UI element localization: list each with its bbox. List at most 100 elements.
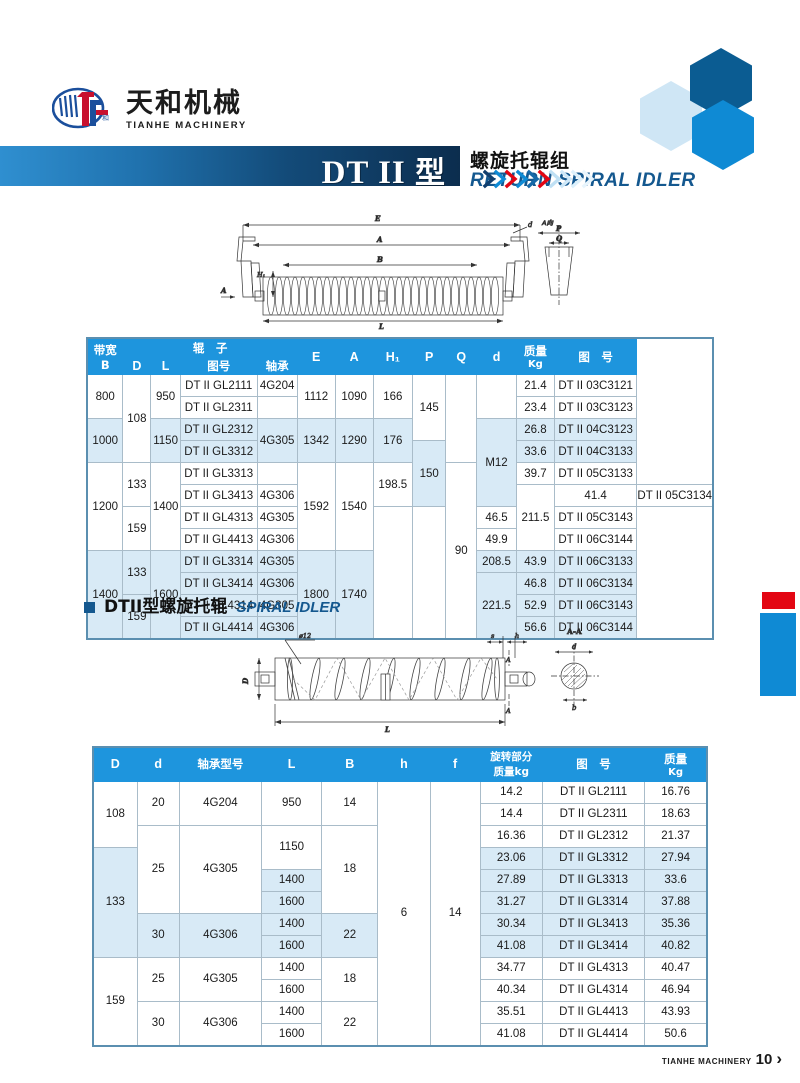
cell-L: 950 (261, 780, 323, 826)
cell-E: 1342 (296, 418, 336, 463)
cell-bearing-model: 4G204 (178, 780, 263, 826)
cell-d: 20 (136, 780, 180, 826)
section2-title-cn: DTII型螺旋托辊 (104, 597, 228, 617)
cell-rotating-mass: 27.89 (479, 868, 543, 892)
spiral-idler-roller-spec-table: D d 轴承型号 L B h f 旋转部分 质量kg 图 号 质量 Kg 108… (92, 746, 708, 1047)
section-heading-spiral-idler: DTII型螺旋托辊 SPIRAL IDLER (84, 592, 340, 617)
svg-text:和: 和 (102, 113, 109, 122)
svg-text:B: B (376, 255, 383, 264)
table-row: 30 4G306 1400 22 35.51 DT II GL4413 43.93 (93, 1000, 708, 1046)
th2-L: L (261, 746, 323, 782)
model-prefix: DT (321, 155, 369, 191)
table-row: 30 4G306 1400 22 30.34 DT II GL3413 35.36 (93, 912, 708, 958)
cell-drawing-no: DT II 06C3144 (553, 616, 638, 640)
cell-rotating-mass: 16.36 (479, 824, 543, 848)
cell-drawing-no: DT II 05C3133 (553, 462, 638, 485)
th2-B: B (321, 746, 379, 782)
cell-bearing: 4G204 (256, 374, 298, 397)
cell-drawing-no: DT II GL3413 (541, 912, 646, 936)
cell-model-no: DT II GL4414 (179, 616, 258, 640)
cell-d: 25 (136, 824, 180, 914)
cell-weight: 23.4 (515, 396, 555, 419)
cell-H1: 176 (372, 418, 414, 463)
th-d: d (476, 337, 517, 375)
cell-drawing-no: DT II GL2312 (541, 824, 646, 848)
cell-model-no: DT II GL4314 (179, 594, 258, 617)
cell-H1: 211.5 (515, 484, 555, 551)
cell-model-no: DT II GL3312 (179, 440, 258, 463)
svg-text:b: b (572, 704, 577, 712)
blue-square-bullet-icon (84, 602, 95, 613)
cell-drawing-no: DT II GL4314 (541, 978, 646, 1002)
table-row: DT II GL4414 4G306 56.6 DT II 06C3144 (87, 616, 713, 640)
svg-text:A: A (505, 656, 511, 664)
cell-B: 18 (321, 956, 379, 1002)
cell-L: 1400 (261, 868, 323, 892)
svg-text:ø12: ø12 (298, 632, 311, 640)
th-band-width: 带宽 B (86, 337, 124, 375)
cell-d (476, 374, 517, 419)
cell-P: 150 (411, 440, 447, 507)
cell-bearing-model: 4G305 (178, 956, 263, 1002)
th2-D: D (92, 746, 138, 782)
cell-drawing-no: DT II GL4414 (541, 1022, 646, 1046)
page-title-cn: 螺旋托辊组 (470, 150, 571, 172)
cell-d: 30 (136, 912, 180, 958)
cell-rotating-mass: 41.08 (479, 1022, 543, 1046)
cell-weight: 33.6 (515, 440, 555, 463)
cell-B: 22 (321, 912, 379, 958)
cell-drawing-no: DT II 03C3121 (553, 374, 638, 397)
cell-H1: 221.5 (476, 572, 517, 640)
cell-mass: 37.88 (644, 890, 708, 914)
table-row: 159 DT II GL4314 4G305 52.9 DT II 06C3143 (87, 594, 713, 640)
side-bar-blue (760, 613, 796, 696)
svg-text:A-A: A-A (566, 627, 582, 636)
footer-brand: TIANHE MACHINERY (661, 1057, 752, 1066)
cell-L: 1600 (150, 550, 181, 640)
cell-model-no: DT II GL2312 (179, 418, 258, 441)
cell-drawing-no: DT II 06C3133 (553, 550, 638, 573)
cell-mass: 40.82 (644, 934, 708, 958)
cell-A: 1090 (334, 374, 374, 419)
company-logo: 和 天和机械 TIANHE MACHINERY (51, 86, 247, 134)
svg-text:D: D (241, 677, 250, 685)
cell-band-width: 1200 (86, 462, 124, 551)
page-title-en: RETURN SPIRAL IDLER (470, 170, 696, 191)
cell-mass: 43.93 (644, 1000, 708, 1024)
cell-drawing-no: DT II 05C3143 (553, 506, 638, 529)
cell-d: 30 (136, 1000, 180, 1046)
cell-model-no: DT II GL3414 (179, 572, 258, 595)
cell-drawing-no: DT II GL3414 (541, 934, 646, 958)
cell-Q: 90 (445, 462, 478, 640)
th-weight: 质量 Kg (515, 337, 555, 375)
table-row: 1600 41.08 DT II GL4414 50.6 (93, 1022, 708, 1046)
cell-weight: 43.9 (515, 550, 555, 573)
cell-bearing-model: 4G306 (178, 912, 263, 958)
cell-drawing-no: DT II 06C3134 (553, 572, 638, 595)
cell-weight: 41.4 (553, 484, 638, 507)
cell-drawing-no: DT II GL4313 (541, 956, 646, 980)
title-band: DT II 型 (0, 146, 460, 191)
cell-drawing-no: DT II 05C3134 (636, 484, 714, 507)
th-A: A (334, 337, 374, 375)
th2-drawing-no: 图 号 (541, 746, 646, 782)
cell-mass: 16.76 (644, 780, 708, 804)
hexagon-decoration (636, 48, 766, 178)
cell-D: 133 (92, 846, 138, 958)
th-E: E (296, 337, 336, 375)
cell-bearing: 4G305 (256, 594, 298, 617)
svg-text:L: L (378, 322, 384, 330)
cell-H1: 208.5 (476, 550, 517, 573)
cell-drawing-no: DT II GL4413 (541, 1000, 646, 1024)
cell-mass: 18.63 (644, 802, 708, 826)
table-row: 1000 1150 DT II GL2312 4G305 1342 1290 176 M12 2… (86, 418, 713, 507)
cell-D: 159 (122, 594, 152, 640)
cell-weight: 26.8 (515, 418, 555, 441)
th2-bearing-model: 轴承型号 (178, 746, 263, 782)
cell-L: 1400 (261, 956, 323, 980)
cell-L: 1400 (261, 912, 323, 936)
model-suffix: 型 (415, 156, 446, 191)
cell-bearing: 4G305 (256, 550, 298, 573)
table-row: 1400 133 1600 DT II GL3314 4G305 1800 1740 208.… (86, 550, 713, 640)
